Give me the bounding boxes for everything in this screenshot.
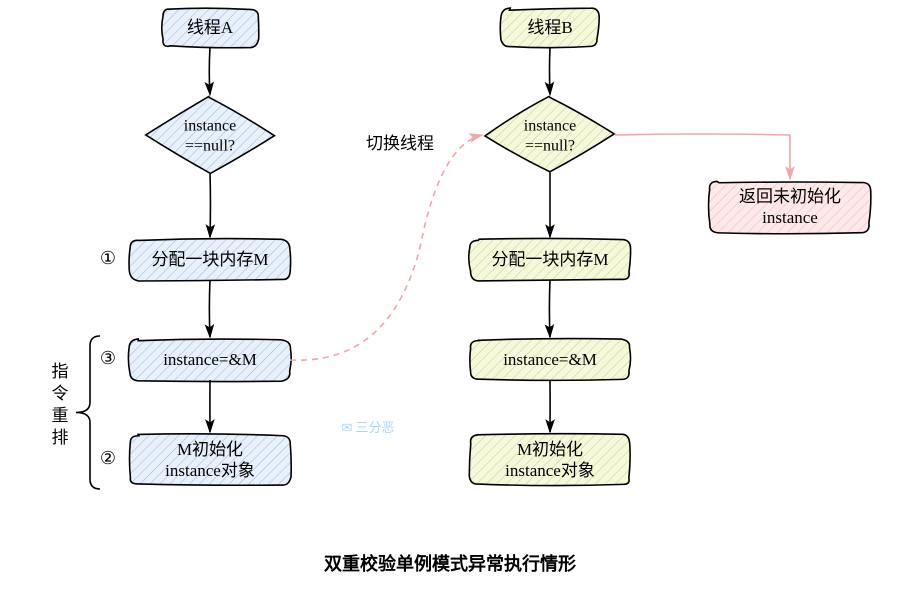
svg-text:==null?: ==null? (185, 138, 235, 155)
reorder-label-char: 重 (52, 406, 69, 425)
svg-text:分配一块内存M: 分配一块内存M (491, 250, 608, 269)
svg-text:instance: instance (184, 118, 236, 135)
reorder-label-char: 令 (52, 384, 69, 403)
svg-text:分配一块内存M: 分配一块内存M (151, 250, 268, 269)
svg-text:==null?: ==null? (525, 138, 575, 155)
svg-text:M初始化: M初始化 (517, 440, 583, 459)
svg-text:instance=&M: instance=&M (163, 350, 257, 369)
watermark-text: 三分恶 (355, 420, 394, 435)
svg-text:instance=&M: instance=&M (503, 350, 597, 369)
arrow-a-3 (209, 280, 210, 337)
thread-a-decision (146, 96, 275, 173)
svg-text:instance对象: instance对象 (505, 461, 595, 480)
thread-a-start-label: 线程A (187, 18, 234, 37)
switch-thread-label: 切换线程 (366, 134, 434, 153)
step-num-1: ① (100, 248, 116, 268)
arrow-b-3 (549, 280, 550, 337)
svg-text:instance: instance (762, 208, 818, 227)
svg-text:M初始化: M初始化 (177, 440, 243, 459)
svg-text:返回未初始化: 返回未初始化 (739, 187, 841, 206)
arrow-return-uninit (615, 134, 790, 179)
step-num-3: ③ (100, 348, 116, 368)
svg-text:instance对象: instance对象 (165, 461, 255, 480)
reorder-label-char: 指 (52, 362, 69, 381)
brace-reorder (76, 336, 100, 489)
thread-b-start-label: 线程B (527, 18, 572, 37)
svg-text:instance: instance (524, 118, 576, 135)
step-num-2: ② (100, 448, 116, 468)
caption: 双重校验单例模式异常执行情形 (324, 553, 576, 574)
reorder-label-char: 排 (52, 428, 69, 447)
arrow-a-1 (209, 47, 210, 95)
watermark-icon: ✉ (342, 420, 353, 435)
arrow-switch-thread (290, 135, 482, 360)
